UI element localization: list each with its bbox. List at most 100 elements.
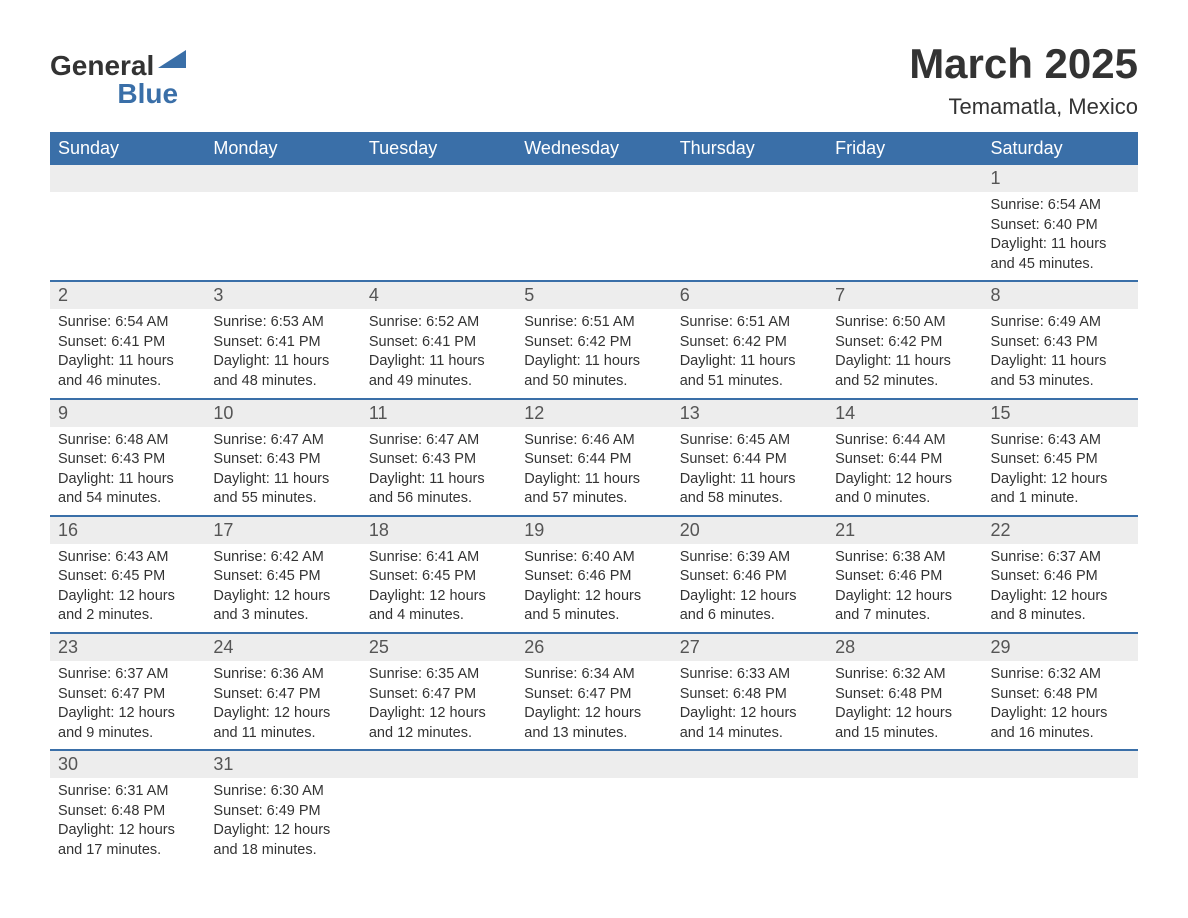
day-number: 5 <box>516 282 671 309</box>
day-number: 2 <box>50 282 205 309</box>
day-content: Sunrise: 6:51 AMSunset: 6:42 PMDaylight:… <box>516 309 671 397</box>
sunrise-line: Sunrise: 6:50 AM <box>835 313 974 333</box>
calendar-day-cell: 19Sunrise: 6:40 AMSunset: 6:46 PMDayligh… <box>516 516 671 633</box>
daylight-line: Daylight: 12 hours and 2 minutes. <box>58 587 197 626</box>
sunset-line: Sunset: 6:43 PM <box>213 450 352 470</box>
day-number: 27 <box>672 634 827 661</box>
daylight-line: Daylight: 11 hours and 58 minutes. <box>680 470 819 509</box>
daylight-line: Daylight: 12 hours and 17 minutes. <box>58 821 197 860</box>
day-number: 19 <box>516 517 671 544</box>
daylight-line: Daylight: 12 hours and 16 minutes. <box>991 704 1130 743</box>
daylight-line: Daylight: 11 hours and 49 minutes. <box>369 352 508 391</box>
sunset-line: Sunset: 6:45 PM <box>213 567 352 587</box>
day-number <box>827 165 982 192</box>
day-content: Sunrise: 6:40 AMSunset: 6:46 PMDaylight:… <box>516 544 671 632</box>
calendar-day-cell <box>672 750 827 866</box>
day-number: 26 <box>516 634 671 661</box>
day-number: 6 <box>672 282 827 309</box>
daylight-line: Daylight: 12 hours and 1 minute. <box>991 470 1130 509</box>
day-content: Sunrise: 6:30 AMSunset: 6:49 PMDaylight:… <box>205 778 360 866</box>
sunrise-line: Sunrise: 6:47 AM <box>369 431 508 451</box>
sunset-line: Sunset: 6:42 PM <box>680 333 819 353</box>
sunrise-line: Sunrise: 6:34 AM <box>524 665 663 685</box>
calendar-week: 30Sunrise: 6:31 AMSunset: 6:48 PMDayligh… <box>50 750 1138 866</box>
daylight-line: Daylight: 12 hours and 7 minutes. <box>835 587 974 626</box>
day-number <box>361 751 516 778</box>
daylight-line: Daylight: 12 hours and 9 minutes. <box>58 704 197 743</box>
day-content <box>827 192 982 272</box>
calendar-day-cell: 25Sunrise: 6:35 AMSunset: 6:47 PMDayligh… <box>361 633 516 750</box>
weekday-header: Wednesday <box>516 132 671 165</box>
day-content: Sunrise: 6:47 AMSunset: 6:43 PMDaylight:… <box>361 427 516 515</box>
page-title: March 2025 <box>909 40 1138 88</box>
daylight-line: Daylight: 12 hours and 18 minutes. <box>213 821 352 860</box>
sunset-line: Sunset: 6:41 PM <box>369 333 508 353</box>
sunset-line: Sunset: 6:47 PM <box>369 685 508 705</box>
day-content: Sunrise: 6:33 AMSunset: 6:48 PMDaylight:… <box>672 661 827 749</box>
day-number <box>672 751 827 778</box>
sunrise-line: Sunrise: 6:41 AM <box>369 548 508 568</box>
day-content <box>361 192 516 272</box>
sunrise-line: Sunrise: 6:32 AM <box>835 665 974 685</box>
day-content: Sunrise: 6:36 AMSunset: 6:47 PMDaylight:… <box>205 661 360 749</box>
calendar-day-cell: 17Sunrise: 6:42 AMSunset: 6:45 PMDayligh… <box>205 516 360 633</box>
day-content: Sunrise: 6:53 AMSunset: 6:41 PMDaylight:… <box>205 309 360 397</box>
title-block: March 2025 Temamatla, Mexico <box>909 40 1138 120</box>
day-content: Sunrise: 6:51 AMSunset: 6:42 PMDaylight:… <box>672 309 827 397</box>
daylight-line: Daylight: 12 hours and 0 minutes. <box>835 470 974 509</box>
day-number: 16 <box>50 517 205 544</box>
day-number <box>50 165 205 192</box>
day-content: Sunrise: 6:37 AMSunset: 6:47 PMDaylight:… <box>50 661 205 749</box>
sunrise-line: Sunrise: 6:52 AM <box>369 313 508 333</box>
day-number: 12 <box>516 400 671 427</box>
sunrise-line: Sunrise: 6:38 AM <box>835 548 974 568</box>
sunrise-line: Sunrise: 6:37 AM <box>58 665 197 685</box>
sunrise-line: Sunrise: 6:43 AM <box>991 431 1130 451</box>
sunrise-line: Sunrise: 6:54 AM <box>58 313 197 333</box>
calendar-week: 23Sunrise: 6:37 AMSunset: 6:47 PMDayligh… <box>50 633 1138 750</box>
weekday-header: Monday <box>205 132 360 165</box>
calendar-day-cell <box>983 750 1138 866</box>
day-number: 8 <box>983 282 1138 309</box>
sunrise-line: Sunrise: 6:43 AM <box>58 548 197 568</box>
calendar-day-cell: 13Sunrise: 6:45 AMSunset: 6:44 PMDayligh… <box>672 399 827 516</box>
calendar-day-cell: 8Sunrise: 6:49 AMSunset: 6:43 PMDaylight… <box>983 281 1138 398</box>
sunset-line: Sunset: 6:46 PM <box>524 567 663 587</box>
day-content: Sunrise: 6:31 AMSunset: 6:48 PMDaylight:… <box>50 778 205 866</box>
sunrise-line: Sunrise: 6:44 AM <box>835 431 974 451</box>
sunrise-line: Sunrise: 6:45 AM <box>680 431 819 451</box>
day-number <box>205 165 360 192</box>
day-number <box>516 751 671 778</box>
weekday-header: Sunday <box>50 132 205 165</box>
calendar-day-cell <box>361 750 516 866</box>
sunrise-line: Sunrise: 6:53 AM <box>213 313 352 333</box>
calendar-day-cell: 21Sunrise: 6:38 AMSunset: 6:46 PMDayligh… <box>827 516 982 633</box>
calendar-day-cell: 1Sunrise: 6:54 AMSunset: 6:40 PMDaylight… <box>983 165 1138 281</box>
daylight-line: Daylight: 11 hours and 45 minutes. <box>991 235 1130 274</box>
day-content: Sunrise: 6:43 AMSunset: 6:45 PMDaylight:… <box>983 427 1138 515</box>
sunset-line: Sunset: 6:48 PM <box>991 685 1130 705</box>
day-number: 24 <box>205 634 360 661</box>
calendar-week: 16 Sunrise: 6:43 AM Sunset: 6:45 PM Dayligh… <box>50 516 1138 633</box>
calendar-day-cell: 15Sunrise: 6:43 AMSunset: 6:45 PMDayligh… <box>983 399 1138 516</box>
daylight-line: Daylight: 12 hours and 8 minutes. <box>991 587 1130 626</box>
calendar-day-cell: 6Sunrise: 6:51 AMSunset: 6:42 PMDaylight… <box>672 281 827 398</box>
sunset-line: Sunset: 6:42 PM <box>524 333 663 353</box>
logo-text: General Blue <box>50 50 186 110</box>
day-content: Sunrise: 6:39 AMSunset: 6:46 PMDaylight:… <box>672 544 827 632</box>
sunrise-line: Sunrise: 6:35 AM <box>369 665 508 685</box>
day-number <box>983 751 1138 778</box>
day-content: Sunrise: 6:44 AMSunset: 6:44 PMDaylight:… <box>827 427 982 515</box>
day-number: 22 <box>983 517 1138 544</box>
sunrise-line: Sunrise: 6:40 AM <box>524 548 663 568</box>
sunset-line: Sunset: 6:47 PM <box>524 685 663 705</box>
day-number: 30 <box>50 751 205 778</box>
sunset-line: Sunset: 6:45 PM <box>369 567 508 587</box>
calendar-day-cell: 2Sunrise: 6:54 AMSunset: 6:41 PMDaylight… <box>50 281 205 398</box>
calendar-day-cell: 12Sunrise: 6:46 AMSunset: 6:44 PMDayligh… <box>516 399 671 516</box>
day-content: Sunrise: 6:54 AMSunset: 6:40 PMDaylight:… <box>983 192 1138 280</box>
sunrise-line: Sunrise: 6:54 AM <box>991 196 1130 216</box>
sunset-line: Sunset: 6:44 PM <box>835 450 974 470</box>
day-number: 25 <box>361 634 516 661</box>
calendar-day-cell: 10Sunrise: 6:47 AMSunset: 6:43 PMDayligh… <box>205 399 360 516</box>
